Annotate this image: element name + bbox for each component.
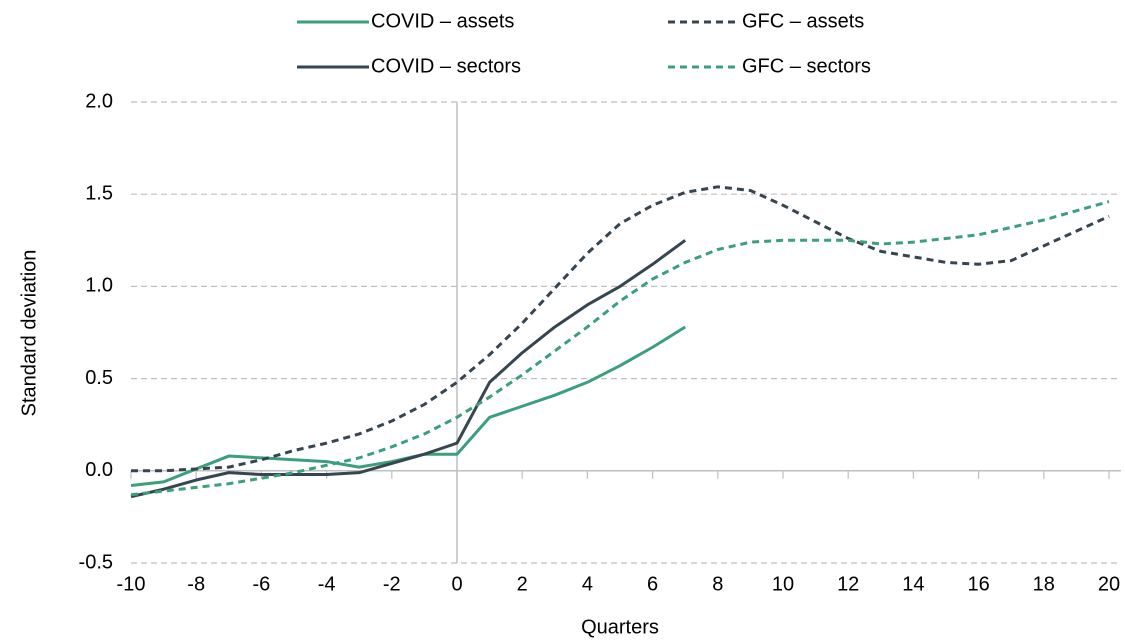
x-tick-label: 6 — [647, 573, 658, 595]
x-tick-label: 2 — [517, 573, 528, 595]
series-line — [131, 185, 1110, 473]
legend-label: COVID – sectors — [371, 55, 521, 77]
legend-label: GFC – assets — [742, 10, 864, 32]
y-tick-label: 2.0 — [85, 90, 113, 112]
x-tick-label: 8 — [712, 573, 723, 595]
x-tick-label: -8 — [187, 573, 205, 595]
y-tick-label: 0.5 — [85, 367, 113, 389]
series-line — [130, 200, 1110, 497]
x-tick-label: 18 — [1033, 573, 1055, 595]
x-tick-label: 20 — [1098, 573, 1120, 595]
y-tick-label: 1.5 — [85, 182, 113, 204]
x-tick-label: -10 — [117, 573, 146, 595]
x-tick-label: 4 — [582, 573, 593, 595]
x-tick-label: -4 — [318, 573, 336, 595]
x-tick-label: -6 — [253, 573, 271, 595]
y-tick-label: 0.0 — [85, 459, 113, 481]
legend-label: GFC – sectors — [742, 55, 871, 77]
y-tick-label: -0.5 — [79, 551, 113, 573]
x-tick-label: 10 — [772, 573, 794, 595]
y-tick-label: 1.0 — [85, 275, 113, 297]
x-tick-label: 0 — [451, 573, 462, 595]
y-axis-label: Standard deviation — [18, 250, 40, 417]
x-tick-label: 16 — [967, 573, 989, 595]
x-tick-label: -2 — [383, 573, 401, 595]
x-axis-label: Quarters — [581, 616, 659, 638]
series-line — [130, 325, 686, 488]
x-tick-label: 14 — [902, 573, 924, 595]
x-tick-label: 12 — [837, 573, 859, 595]
legend-label: COVID – assets — [371, 10, 514, 32]
series-line — [130, 239, 687, 499]
